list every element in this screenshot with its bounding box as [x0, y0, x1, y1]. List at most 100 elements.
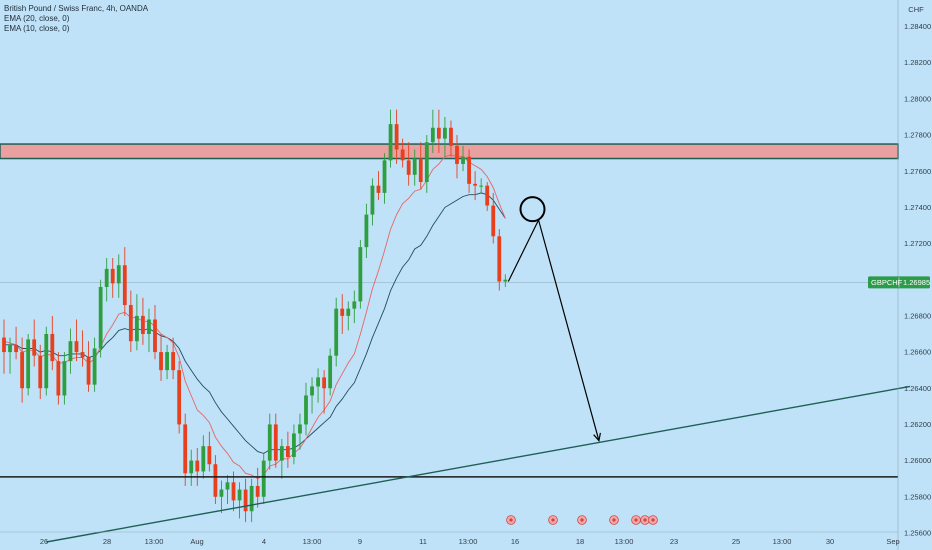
candle — [310, 377, 314, 414]
projection-circle — [519, 196, 546, 223]
time-tick-label: Sep — [886, 537, 899, 546]
candle — [225, 475, 230, 505]
candle — [177, 361, 182, 434]
candle — [165, 344, 169, 380]
candle — [503, 274, 508, 287]
event-flag-icon — [506, 515, 516, 525]
price-tick-label: 1.26200 — [904, 420, 931, 429]
candle-body — [38, 355, 43, 389]
price-tick-label: 1.27200 — [904, 239, 931, 248]
candle — [424, 135, 429, 193]
candle-body — [134, 315, 139, 342]
candle-body — [26, 339, 31, 389]
time-tick-label: 13:00 — [459, 537, 478, 546]
candle — [267, 413, 272, 470]
candle — [497, 229, 502, 291]
candle-body — [310, 386, 314, 396]
candle-body — [14, 344, 18, 353]
time-tick-label: 16 — [511, 537, 519, 546]
candle — [98, 279, 103, 358]
candle-body — [177, 370, 182, 425]
candle-body — [20, 352, 25, 389]
candle-body — [237, 489, 242, 501]
projection-arrowhead — [593, 432, 601, 443]
candle — [219, 480, 224, 514]
event-flag-dot — [643, 518, 647, 522]
candle-body — [201, 446, 206, 472]
candle-body — [50, 333, 55, 362]
candle-body — [430, 127, 435, 143]
candle-body — [473, 183, 478, 186]
candle-body — [189, 460, 194, 474]
price-tick-label: 1.25600 — [904, 529, 931, 538]
candle-body — [213, 464, 218, 497]
candle — [20, 337, 25, 403]
candle — [122, 247, 127, 316]
price-tick-label: 1.26600 — [904, 348, 931, 357]
candle-body — [219, 489, 224, 497]
event-flag-icon — [640, 515, 650, 525]
candle-body — [98, 286, 103, 349]
candle-body — [74, 341, 79, 353]
candle — [479, 178, 484, 193]
candle-body — [68, 341, 73, 362]
candle-body — [243, 489, 248, 512]
resistance-zone — [0, 143, 899, 160]
candle-body — [346, 308, 351, 316]
candle — [461, 145, 465, 172]
candle — [364, 203, 369, 259]
time-tick-label: Aug — [190, 537, 203, 546]
candle-body — [8, 344, 12, 353]
candle-body — [267, 424, 272, 461]
candle — [358, 239, 363, 309]
time-tick-label: 13:00 — [145, 537, 164, 546]
candle-body — [56, 361, 61, 396]
time-tick-label: 30 — [826, 537, 834, 546]
candle — [443, 116, 447, 157]
candle — [116, 254, 121, 298]
candle — [195, 447, 200, 486]
time-tick-label: 13:00 — [773, 537, 792, 546]
candle — [449, 120, 453, 157]
candle-body — [328, 355, 333, 389]
event-flag-dot — [551, 518, 555, 522]
candle-body — [86, 357, 91, 385]
price-tick-label: 1.26000 — [904, 456, 931, 465]
candle — [243, 478, 248, 523]
candle-body — [255, 485, 260, 497]
candle-body — [2, 337, 6, 353]
candle-body — [316, 377, 320, 387]
candle-body — [394, 124, 399, 150]
price-tick-label: 1.27800 — [904, 131, 931, 140]
candle-body — [364, 214, 369, 248]
candle — [376, 171, 381, 201]
candle — [436, 109, 441, 154]
candle — [388, 109, 393, 168]
candle-body — [340, 308, 345, 316]
candle-body — [418, 158, 423, 183]
candle — [68, 328, 73, 374]
candle-body — [449, 127, 453, 146]
candle-body — [479, 185, 484, 187]
candle — [340, 294, 345, 334]
chart-legend: British Pound / Swiss Franc, 4h, OANDA E… — [4, 4, 148, 34]
candle-body — [285, 446, 290, 457]
candle — [298, 413, 302, 450]
time-tick-label: 28 — [103, 537, 111, 546]
candle-body — [376, 185, 381, 193]
candle-body — [249, 485, 254, 512]
time-tick-label: 13:00 — [615, 537, 634, 546]
price-tick-label: 1.26800 — [904, 311, 931, 320]
candle — [237, 482, 242, 519]
candle-body — [80, 352, 85, 358]
candle-body — [147, 319, 151, 334]
candle — [292, 424, 296, 465]
candle — [430, 109, 435, 154]
candle-body — [382, 160, 387, 193]
candle-body — [436, 127, 441, 139]
candle — [74, 319, 79, 362]
legend-ema10-line: EMA (10, close, 0) — [4, 24, 70, 33]
candle-body — [443, 127, 447, 139]
